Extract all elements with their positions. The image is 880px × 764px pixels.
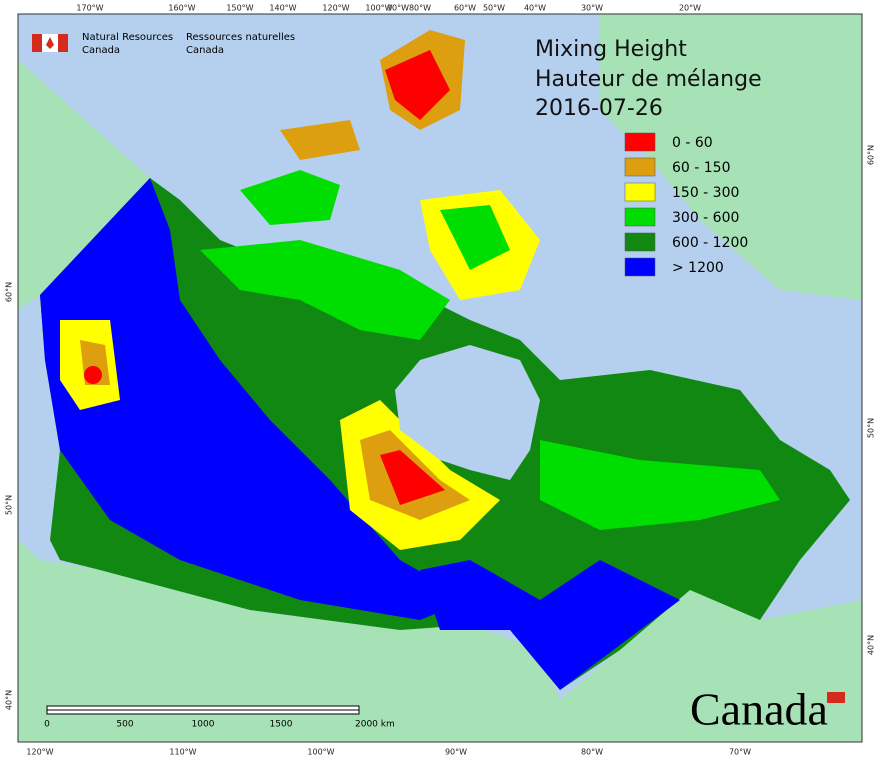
region-west: [40, 178, 470, 620]
longitude-label: 120°W: [322, 4, 349, 13]
baffin-inner: [440, 205, 510, 270]
legend-label: 60 - 150: [672, 160, 731, 176]
longitude-label: 80°W: [409, 4, 431, 13]
latitude-label: 60°N: [867, 145, 876, 165]
longitude-label: 60°W: [454, 4, 476, 13]
longitude-label: 40°W: [524, 4, 546, 13]
legend-swatch: [624, 207, 656, 227]
longitude-label: 100°W: [307, 748, 334, 757]
longitude-label: 90°W: [445, 748, 467, 757]
legend-label: 600 - 1200: [672, 235, 748, 251]
legend-swatch: [624, 232, 656, 252]
longitude-label: 140°W: [269, 4, 296, 13]
longitude-label: 70°W: [729, 748, 751, 757]
scale-label: 0: [44, 720, 50, 730]
legend-swatch: [624, 132, 656, 152]
legend-swatch: [624, 182, 656, 202]
scale-label: 500: [116, 720, 133, 730]
region-hudson-core: [380, 450, 445, 505]
region-north: [200, 240, 450, 340]
longitude-label: 110°W: [169, 748, 196, 757]
latitude-label: 50°N: [5, 495, 14, 515]
title: Mixing Height: [535, 37, 687, 62]
agency-fr: Ressources naturelles: [186, 32, 295, 43]
region-quebec: [540, 440, 780, 530]
usa: [18, 540, 862, 742]
longitude-label: 100°W: [365, 4, 392, 13]
victoria-island: [240, 170, 340, 225]
longitude-label: 90°W: [387, 4, 409, 13]
wordmark-flag: [827, 692, 845, 703]
legend-label: > 1200: [672, 260, 724, 276]
scale-label: 2000 km: [355, 720, 395, 730]
agency-en: Natural Resources: [82, 32, 173, 43]
longitude-label: 30°W: [581, 4, 603, 13]
date: 2016-07-26: [535, 96, 663, 121]
legend-label: 300 - 600: [672, 210, 739, 226]
legend-swatch: [624, 257, 656, 277]
flag-bar: [58, 34, 68, 52]
frame: [17, 13, 863, 743]
alaska: [18, 60, 150, 310]
latitude-label: 40°N: [867, 635, 876, 655]
latitude-label: 50°N: [867, 418, 876, 438]
longitude-label: 160°W: [168, 4, 195, 13]
flag-leaf: [46, 37, 54, 49]
longitude-label: 80°W: [581, 748, 603, 757]
greenland: [600, 14, 862, 300]
longitude-label: 120°W: [26, 748, 53, 757]
agency-en: Canada: [82, 45, 120, 56]
region-bc-core: [84, 366, 102, 384]
ellesmere-core: [385, 50, 450, 120]
longitude-label: 50°W: [483, 4, 505, 13]
longitude-label: 170°W: [76, 4, 103, 13]
scale-label: 1000: [192, 720, 215, 730]
legend-label: 150 - 300: [672, 185, 739, 201]
legend-swatch: [624, 157, 656, 177]
flag-bar: [32, 34, 42, 52]
agency-fr: Canada: [186, 45, 224, 56]
hudson-bay: [395, 345, 540, 480]
longitude-label: 150°W: [226, 4, 253, 13]
region-ontario: [420, 560, 680, 690]
legend-label: 0 - 60: [672, 135, 713, 151]
wordmark: Canada: [690, 684, 828, 735]
latitude-label: 60°N: [5, 282, 14, 302]
latitude-label: 40°N: [5, 690, 14, 710]
queen-elizabeth: [280, 120, 360, 160]
scale-label: 1500: [270, 720, 293, 730]
longitude-label: 20°W: [679, 4, 701, 13]
title: Hauteur de mélange: [535, 67, 762, 92]
